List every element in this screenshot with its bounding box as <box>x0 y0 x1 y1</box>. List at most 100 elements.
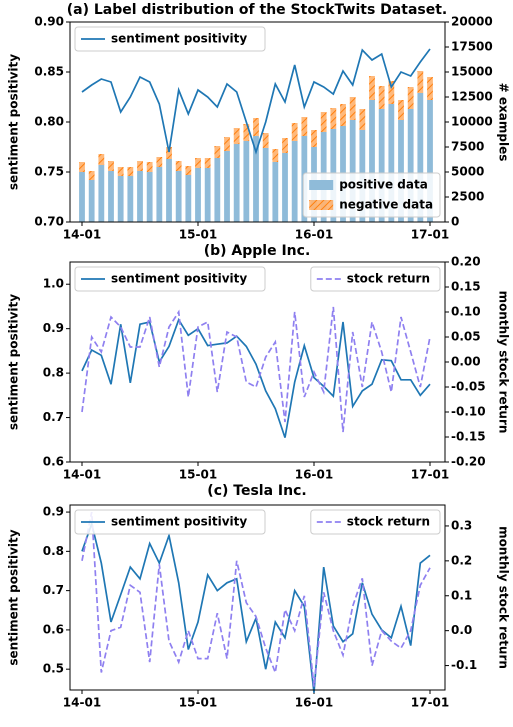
bar <box>330 108 337 129</box>
bar <box>79 162 85 172</box>
bar <box>407 87 414 109</box>
y2-tick-label: 0.1 <box>451 588 472 602</box>
y2-tick-label: 17500 <box>451 40 493 54</box>
y-tick-label: 1.0 <box>43 277 64 291</box>
bar <box>127 176 134 222</box>
bar <box>369 76 375 100</box>
bar <box>291 141 298 222</box>
legend-box <box>310 509 441 535</box>
bar <box>108 161 114 171</box>
bar <box>117 167 124 176</box>
x-tick-label: 17-01 <box>411 696 449 710</box>
x-tick-label: 16-01 <box>295 228 333 242</box>
y-tick-label: 0.70 <box>34 215 64 229</box>
x-tick-label: 15-01 <box>179 468 217 482</box>
bar <box>88 180 95 222</box>
y2-tick-label: 0.20 <box>451 255 481 269</box>
chart-title: (a) Label distribution of the StockTwits… <box>67 2 447 18</box>
y-tick-label: 0.80 <box>34 115 64 129</box>
plot-frame <box>69 504 446 691</box>
bar <box>224 151 230 222</box>
y-tick-label: 0.8 <box>43 366 64 380</box>
chart-title: (c) Tesla Inc. <box>207 483 306 499</box>
bar <box>378 86 385 109</box>
y2-tick-label: -0.10 <box>451 405 486 419</box>
bar <box>146 162 153 172</box>
bar <box>195 158 201 168</box>
legend-box <box>310 266 441 292</box>
bar <box>233 144 240 222</box>
y-axis-label: sentiment positivity <box>7 54 21 190</box>
y2-tick-label: 10000 <box>451 115 493 129</box>
bar <box>262 148 269 222</box>
y-tick-label: 0.7 <box>43 583 64 597</box>
bar <box>282 138 288 153</box>
y2-tick-label: -0.05 <box>451 380 486 394</box>
bar <box>108 171 114 222</box>
line <box>81 511 431 687</box>
y2-tick-label: 0.15 <box>451 280 481 294</box>
line <box>81 317 431 438</box>
bar <box>417 93 424 222</box>
bar <box>369 100 375 222</box>
legend-label: stock return <box>347 272 430 286</box>
y-tick-label: 0.5 <box>43 662 64 676</box>
bar <box>214 146 221 158</box>
y2-tick-label: 20000 <box>451 15 493 29</box>
x-tick-label: 15-01 <box>179 228 217 242</box>
bar <box>117 176 124 222</box>
line <box>81 520 431 693</box>
y2-tick-label: 2500 <box>451 190 484 204</box>
bar <box>98 165 105 222</box>
y-tick-label: 0.90 <box>34 15 64 29</box>
bar <box>407 109 414 222</box>
bar <box>98 154 105 165</box>
plot-frame <box>69 261 446 463</box>
legend-swatch <box>309 200 334 210</box>
bar <box>427 100 433 222</box>
bar <box>272 162 279 222</box>
y2-tick-label: 5000 <box>451 165 484 179</box>
y-axis-label: sentiment positivity <box>7 529 21 665</box>
y2-tick-label: -0.15 <box>451 430 486 444</box>
y2-tick-label: 0.10 <box>451 305 481 319</box>
y-tick-label: 0.85 <box>34 65 64 79</box>
bar <box>311 130 317 147</box>
bar <box>137 171 143 222</box>
legend-box <box>74 509 266 535</box>
legend-swatch <box>309 180 334 190</box>
bar <box>272 149 279 162</box>
bar <box>388 81 395 104</box>
bar <box>185 166 192 175</box>
bar <box>146 172 153 222</box>
bar <box>214 158 221 222</box>
bar <box>398 100 404 120</box>
bar <box>243 124 250 141</box>
x-tick-label: 14-01 <box>63 468 101 482</box>
legend-label: positive data <box>339 178 428 192</box>
x-tick-label: 15-01 <box>179 696 217 710</box>
y-tick-label: 0.6 <box>43 455 64 469</box>
bar <box>359 109 366 130</box>
x-tick-label: 17-01 <box>411 228 449 242</box>
y-tick-label: 0.75 <box>34 165 64 179</box>
y2-tick-label: 0.2 <box>451 553 472 567</box>
chart-title: (b) Apple Inc. <box>204 243 311 259</box>
bar <box>156 167 163 222</box>
legend-label: negative data <box>339 198 433 212</box>
legend-label: sentiment positivity <box>111 515 247 529</box>
legend-box <box>302 172 441 218</box>
y2-tick-label: 12500 <box>451 90 493 104</box>
bar <box>378 109 385 222</box>
y-axis-label: sentiment positivity <box>7 294 21 430</box>
y2-axis-label: monthly stock return <box>497 526 511 669</box>
bar <box>88 171 95 180</box>
legend-box <box>74 26 266 52</box>
y-tick-label: 0.6 <box>43 622 64 636</box>
bar <box>301 117 308 136</box>
y2-axis-label: # examples <box>497 83 511 162</box>
bar <box>137 161 143 171</box>
x-tick-label: 16-01 <box>295 468 333 482</box>
y-tick-label: 0.9 <box>43 321 64 335</box>
